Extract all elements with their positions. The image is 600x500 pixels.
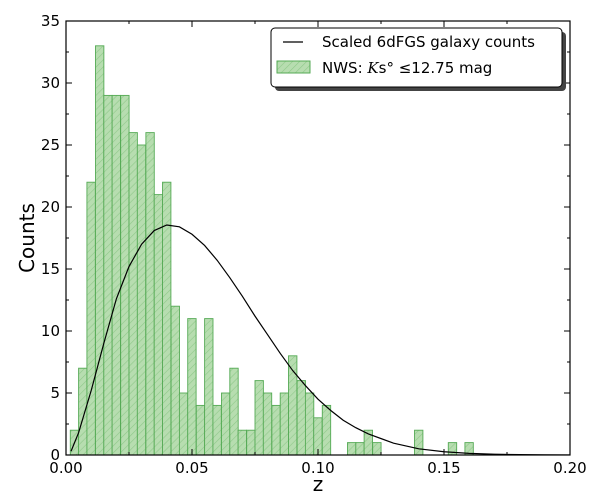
x-tick-labels: 0.00 0.05 0.10 0.15 0.20 <box>49 459 586 477</box>
histogram-bar <box>120 94 130 456</box>
histogram-bar <box>355 442 365 456</box>
histogram-bar <box>262 392 273 456</box>
y-tick-label: 25 <box>41 136 60 154</box>
histogram-bar <box>246 429 256 456</box>
histogram-bar <box>447 442 458 456</box>
legend-nws-math: K <box>366 59 379 77</box>
histogram-bar <box>103 94 113 456</box>
plot-frame <box>65 20 571 456</box>
y-tick-label: 15 <box>41 260 60 278</box>
histogram-bar <box>153 194 164 456</box>
y-tick-labels: 0 5 10 15 20 25 30 35 <box>41 12 60 464</box>
histogram-bar <box>279 392 290 456</box>
y-tick-label: 35 <box>41 12 60 30</box>
histogram-bar <box>304 392 315 456</box>
legend-hatch-swatch <box>276 60 311 74</box>
x-tick-label: 0.00 <box>49 459 82 477</box>
histogram-bar <box>414 429 424 456</box>
x-axis-label: z <box>313 472 324 496</box>
y-tick-label: 10 <box>41 322 60 340</box>
histogram-bar <box>254 380 264 456</box>
x-tick-label: 0.15 <box>427 459 460 477</box>
histogram-bar <box>95 45 105 456</box>
histogram-bar <box>347 442 357 456</box>
curve-layer <box>70 224 570 455</box>
x-tick-label: 0.10 <box>301 459 334 477</box>
x-tick-label: 0.05 <box>175 459 208 477</box>
legend-box <box>270 27 563 88</box>
histogram-bar <box>187 318 197 456</box>
histogram-bar <box>162 181 172 456</box>
histogram-bar <box>145 132 155 456</box>
legend-label-6dfgs: Scaled 6dFGS galaxy counts <box>322 33 535 51</box>
histogram-bar <box>170 305 180 456</box>
histogram-bar <box>229 367 239 456</box>
galaxy-counts-curve <box>70 224 570 455</box>
legend: Scaled 6dFGS galaxy counts NWS: Ks° ≤12.… <box>270 27 566 91</box>
histogram-bar <box>204 318 214 456</box>
histogram-bar <box>136 144 147 456</box>
y-axis-label: Counts <box>15 203 39 273</box>
y-tick-label: 30 <box>41 74 60 92</box>
histogram-bar <box>271 404 281 456</box>
legend-label-nws: NWS: Ks° ≤12.75 mag <box>322 59 492 77</box>
y-tick-label: 20 <box>41 198 60 216</box>
y-tick-label: 5 <box>50 384 60 402</box>
histogram-bar <box>178 392 189 456</box>
y-tick-label: 0 <box>50 446 60 464</box>
x-tick-label: 0.20 <box>553 459 586 477</box>
legend-nws-prefix: NWS: <box>322 59 363 77</box>
legend-nws-suffix: s° ≤12.75 mag <box>379 59 493 77</box>
histogram-bars <box>69 45 474 456</box>
histogram-bar <box>128 132 138 456</box>
histogram-bar <box>296 380 306 456</box>
histogram-bar <box>212 404 222 456</box>
histogram-bar <box>221 392 231 456</box>
histogram-bar <box>111 94 121 456</box>
histogram-bar <box>372 442 382 456</box>
histogram-bar <box>86 181 96 456</box>
histogram-bar <box>237 429 247 456</box>
histogram-bar <box>78 367 88 456</box>
histogram-bar <box>321 404 332 456</box>
histogram-bar <box>195 404 206 456</box>
